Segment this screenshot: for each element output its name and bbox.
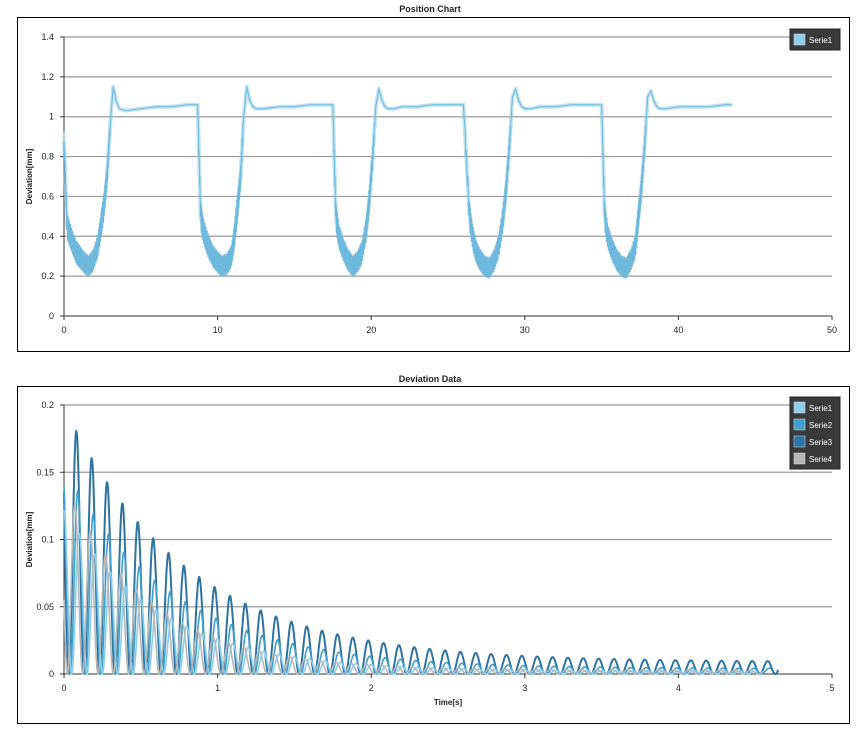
deviation-x-tick-label: 4 <box>676 683 681 693</box>
deviation-x-tick-label: 1 <box>215 683 220 693</box>
position-x-tick-label: 40 <box>673 325 683 335</box>
deviation-legend-label: Serie4 <box>809 455 833 464</box>
position-x-tick-label: 20 <box>366 325 376 335</box>
deviation-legend-swatch <box>793 435 806 448</box>
deviation-x-tick-label: 5 <box>829 683 834 693</box>
position-x-tick-label: 30 <box>520 325 530 335</box>
position-y-tick-label: 0 <box>49 311 54 321</box>
deviation-y-tick-label: 0.05 <box>36 602 54 612</box>
deviation-chart-title: Deviation Data <box>398 374 462 384</box>
deviation-x-tick-label: 0 <box>61 683 66 693</box>
position-legend-swatch <box>793 33 806 46</box>
deviation-y-tick-label: 0.2 <box>41 400 54 410</box>
position-legend-label: Serie1 <box>809 36 833 45</box>
position-series-line <box>63 86 733 279</box>
deviation-legend-label: Serie1 <box>809 404 833 413</box>
position-series-band <box>62 84 733 271</box>
position-y-tick-label: 0.2 <box>41 271 54 281</box>
position-y-tick-label: 0.6 <box>41 191 54 201</box>
position-y-tick-label: 0.8 <box>41 152 54 162</box>
position-y-tick-label: 1 <box>49 112 54 122</box>
deviation-legend-label: Serie2 <box>809 421 833 430</box>
deviation-legend-swatch <box>793 418 806 431</box>
deviation-y-tick-label: 0.15 <box>36 467 54 477</box>
deviation-x-axis-label: Time[s] <box>434 698 463 707</box>
position-chart-panel: Position Chart 0 0.2 0.4 0.6 0.8 1 1.2 1.4 0 10 20… <box>0 0 860 355</box>
deviation-y-tick-label: 0.1 <box>41 535 54 545</box>
deviation-legend-swatch <box>793 452 806 465</box>
deviation-chart-panel: Deviation Data 0 0.05 0.1 0.15 0.2 0 1 2 3 4 5 Devi… <box>0 368 860 730</box>
position-chart-title: Position Chart <box>399 4 461 14</box>
deviation-x-tick-label: 2 <box>369 683 374 693</box>
position-y-axis-label: Deviation[mm] <box>25 148 34 204</box>
deviation-series-line-serie4 <box>63 503 764 675</box>
deviation-legend-swatch <box>793 401 806 414</box>
position-y-tick-label: 1.4 <box>41 32 54 42</box>
position-y-tick-label: 0.4 <box>41 231 54 241</box>
position-x-tick-label: 10 <box>213 325 223 335</box>
position-chart-svg: 0 0.2 0.4 0.6 0.8 1 1.2 1.4 0 10 20 30 40 50 Deviation… <box>25 28 841 335</box>
deviation-series-line-serie1 <box>63 509 756 675</box>
deviation-y-axis-label: Deviation[mm] <box>25 511 34 567</box>
position-x-tick-label: 50 <box>827 325 837 335</box>
position-x-tick-label: 0 <box>61 325 66 335</box>
deviation-series-line-serie3 <box>63 429 780 675</box>
deviation-y-tick-label: 0 <box>49 669 54 679</box>
deviation-x-tick-label: 3 <box>522 683 527 693</box>
position-chart-frame <box>17 17 850 352</box>
deviation-chart-svg: 0 0.05 0.1 0.15 0.2 0 1 2 3 4 5 Deviation[mm] Time[s… <box>25 396 841 707</box>
deviation-legend-label: Serie3 <box>809 438 833 447</box>
position-y-tick-label: 1.2 <box>41 72 54 82</box>
